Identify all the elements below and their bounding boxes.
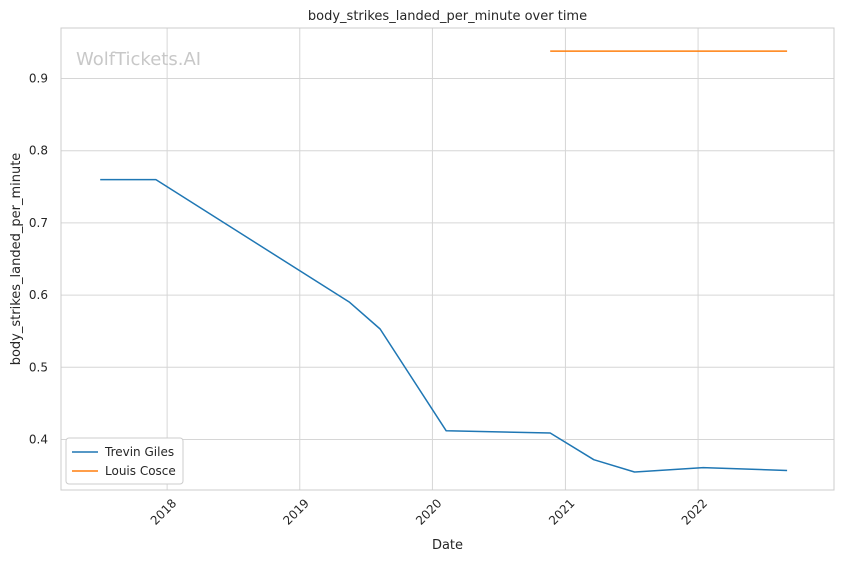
y-tick-label: 0.4 xyxy=(29,432,48,446)
x-tick-label: 2019 xyxy=(280,496,311,527)
legend-box xyxy=(65,437,184,485)
x-tick-label: 2021 xyxy=(546,496,577,527)
x-tick-label: 2020 xyxy=(413,496,444,527)
y-axis-label: body_strikes_landed_per_minute xyxy=(9,153,24,366)
watermark: WolfTickets.AI xyxy=(76,49,201,70)
x-axis-label: Date xyxy=(432,538,463,553)
chart-title: body_strikes_landed_per_minute over time xyxy=(308,9,587,24)
y-tick-label: 0.9 xyxy=(29,72,48,86)
y-tick-label: 0.7 xyxy=(29,216,48,230)
legend-label-louis-cosce: Louis Cosce xyxy=(105,464,176,478)
grid-lines xyxy=(61,28,834,490)
y-tick-label: 0.8 xyxy=(29,144,48,158)
y-tick-label: 0.6 xyxy=(29,288,48,302)
x-tick-labels: 2018 2019 2020 2021 2022 xyxy=(148,496,710,527)
legend: Trevin Giles Louis Cosce xyxy=(65,437,184,485)
y-tick-label: 0.5 xyxy=(29,360,48,374)
series-line-trevin-giles xyxy=(100,178,788,473)
x-tick-label: 2022 xyxy=(679,496,710,527)
y-tick-labels: 0.4 0.5 0.6 0.7 0.8 0.9 xyxy=(29,72,48,447)
x-tick-label: 2018 xyxy=(148,496,179,527)
plot-frame xyxy=(60,27,835,491)
series-lines xyxy=(100,50,788,473)
legend-label-trevin-giles: Trevin Giles xyxy=(104,445,174,459)
